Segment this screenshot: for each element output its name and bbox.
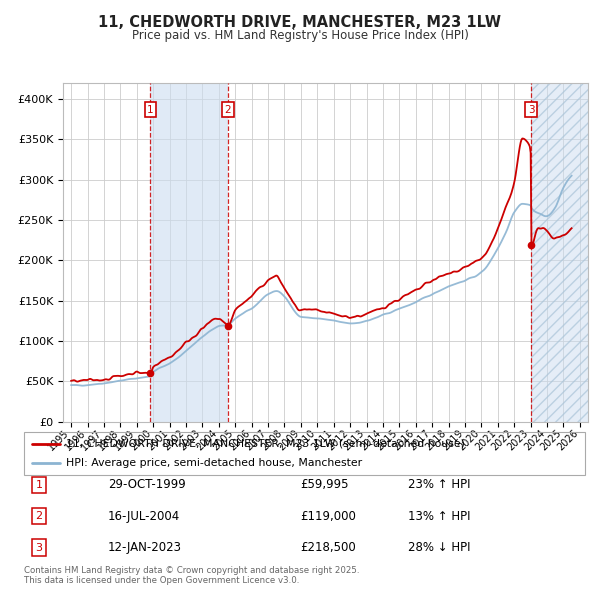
Text: 11, CHEDWORTH DRIVE, MANCHESTER, M23 1LW (semi-detached house): 11, CHEDWORTH DRIVE, MANCHESTER, M23 1LW…	[66, 439, 465, 449]
Text: HPI: Average price, semi-detached house, Manchester: HPI: Average price, semi-detached house,…	[66, 458, 362, 468]
Text: Contains HM Land Registry data © Crown copyright and database right 2025.
This d: Contains HM Land Registry data © Crown c…	[24, 566, 359, 585]
Text: £218,500: £218,500	[300, 541, 356, 554]
Text: 2: 2	[35, 512, 43, 521]
Text: 1: 1	[147, 105, 154, 114]
Text: 29-OCT-1999: 29-OCT-1999	[108, 478, 186, 491]
Text: 2: 2	[224, 105, 231, 114]
Text: 11, CHEDWORTH DRIVE, MANCHESTER, M23 1LW: 11, CHEDWORTH DRIVE, MANCHESTER, M23 1LW	[98, 15, 502, 30]
Text: 3: 3	[35, 543, 43, 552]
Text: 16-JUL-2004: 16-JUL-2004	[108, 510, 180, 523]
Text: 13% ↑ HPI: 13% ↑ HPI	[408, 510, 470, 523]
Text: 28% ↓ HPI: 28% ↓ HPI	[408, 541, 470, 554]
Text: £119,000: £119,000	[300, 510, 356, 523]
Text: 3: 3	[528, 105, 535, 114]
Text: 1: 1	[35, 480, 43, 490]
Bar	[151, 83, 228, 422]
Bar	[531, 83, 588, 422]
Bar	[531, 83, 588, 422]
Text: 12-JAN-2023: 12-JAN-2023	[108, 541, 182, 554]
Text: Price paid vs. HM Land Registry's House Price Index (HPI): Price paid vs. HM Land Registry's House …	[131, 30, 469, 42]
Text: £59,995: £59,995	[300, 478, 349, 491]
Text: 23% ↑ HPI: 23% ↑ HPI	[408, 478, 470, 491]
